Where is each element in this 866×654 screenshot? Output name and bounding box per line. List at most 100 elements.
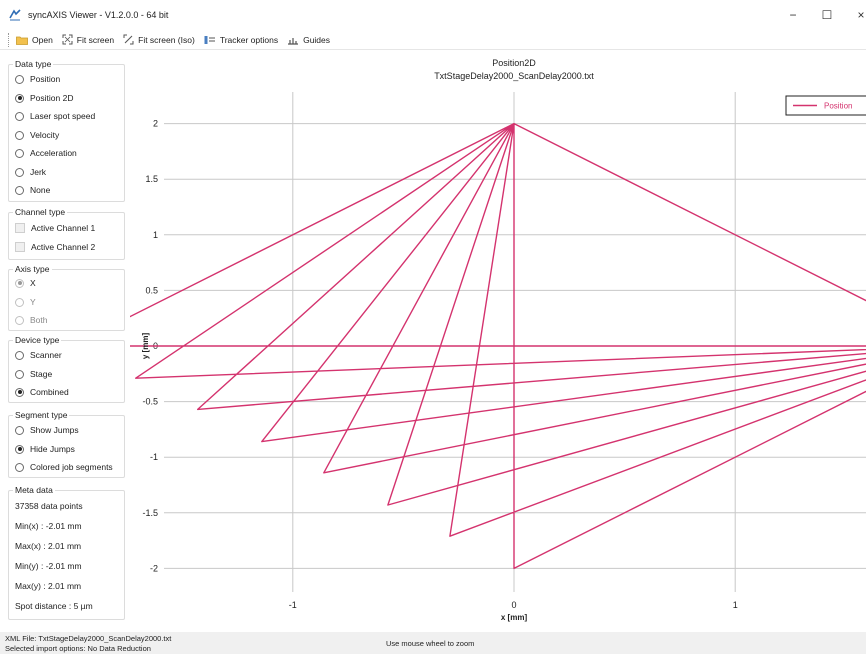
option-label: Hide Jumps — [30, 444, 75, 454]
open-label: Open — [32, 34, 53, 45]
y-tick-label: 1.5 — [145, 174, 158, 184]
series-line-position — [70, 122, 866, 570]
tracker-options-button[interactable]: Tracker options — [204, 35, 278, 45]
folder-icon — [16, 36, 28, 45]
plot-area[interactable]: Position2D TxtStageDelay2000_ScanDelay20… — [68, 52, 866, 632]
radio-icon — [15, 74, 24, 84]
option-label: Laser spot speed — [30, 111, 96, 121]
option-label: Position — [30, 74, 61, 84]
fit-screen-icon — [62, 34, 73, 45]
position-2d-chart[interactable]: Position2D TxtStageDelay2000_ScanDelay20… — [68, 52, 866, 632]
axis-type-option-x[interactable]: X — [15, 276, 36, 290]
open-button[interactable]: Open — [16, 35, 53, 45]
device-type-group: Device type Scanner Stage Combined — [8, 335, 125, 403]
data-type-option-none[interactable]: None — [15, 183, 50, 197]
option-label: Both — [30, 315, 48, 325]
window-title: syncAXIS Viewer - V1.2.0.0 - 64 bit — [28, 10, 169, 20]
active-channel-1-checkbox[interactable]: Active Channel 1 — [15, 221, 95, 235]
segment-type-option-colored-job-segments[interactable]: Colored job segments — [15, 460, 113, 474]
chart-legend: Position — [785, 95, 866, 116]
legend-box — [785, 95, 866, 116]
radio-checked-icon — [15, 444, 24, 454]
fit-screen-iso-icon — [123, 34, 134, 45]
fit-screen-iso-label: Fit screen (Iso) — [138, 34, 195, 45]
option-label: None — [30, 185, 51, 195]
y-axis-label: y [mm] — [141, 333, 150, 360]
meta-min-x: Min(x) : -2.01 mm — [15, 521, 82, 531]
option-label: Position 2D — [30, 93, 74, 103]
status-bar: XML File: TxtStageDelay2000_ScanDelay200… — [0, 632, 866, 654]
axis-type-option-y[interactable]: Y — [15, 295, 36, 309]
y-tick-label: 0.5 — [145, 285, 158, 295]
radio-icon — [15, 130, 24, 140]
data-type-group: Data type Position Position 2D Laser spo… — [8, 59, 125, 202]
y-tick-label: 1 — [153, 230, 158, 240]
app-logo-icon — [9, 9, 21, 21]
y-tick-label: -1 — [150, 452, 158, 462]
radio-icon — [15, 315, 24, 325]
fit-screen-iso-button[interactable]: Fit screen (Iso) — [123, 34, 195, 45]
guides-button[interactable]: Guides — [287, 35, 330, 45]
close-button[interactable]: × — [857, 8, 865, 22]
y-tick-label: 2 — [153, 119, 158, 129]
radio-checked-icon — [15, 93, 24, 103]
meta-spot-distance: Spot distance : 5 µm — [15, 601, 93, 611]
checkbox-icon — [15, 223, 25, 233]
option-label: Active Channel 1 — [31, 223, 96, 233]
option-label: Scanner — [30, 350, 62, 360]
x-axis-label: x [mm] — [501, 613, 528, 622]
radio-checked-icon — [15, 387, 24, 397]
channel-type-title: Channel type — [13, 207, 68, 217]
data-type-option-position[interactable]: Position — [15, 72, 60, 86]
segment-type-group: Segment type Show Jumps Hide Jumps Color… — [8, 410, 125, 478]
device-type-option-combined[interactable]: Combined — [15, 385, 69, 399]
toolbar-grip[interactable] — [8, 32, 12, 47]
data-type-option-velocity[interactable]: Velocity — [15, 128, 59, 142]
guides-label: Guides — [303, 34, 331, 45]
x-tick-label: -1 — [289, 600, 297, 610]
data-type-option-laser-spot-speed[interactable]: Laser spot speed — [15, 109, 95, 123]
chart-subtitle: TxtStageDelay2000_ScanDelay2000.txt — [434, 71, 594, 81]
device-type-option-scanner[interactable]: Scanner — [15, 348, 62, 362]
tracker-icon — [204, 35, 215, 44]
data-type-option-position-2d[interactable]: Position 2D — [15, 91, 73, 105]
option-label: Active Channel 2 — [31, 242, 96, 252]
y-tick-label: -1.5 — [142, 508, 158, 518]
legend-label: Position — [824, 102, 852, 111]
maximize-button[interactable]: ☐ — [821, 8, 833, 22]
radio-icon — [15, 167, 24, 177]
option-label: Show Jumps — [30, 425, 79, 435]
meta-data-points: 37358 data points — [15, 501, 83, 511]
option-label: Combined — [30, 387, 69, 397]
minimize-button[interactable]: − — [789, 8, 797, 22]
option-label: Velocity — [30, 130, 60, 140]
device-type-option-stage[interactable]: Stage — [15, 367, 52, 381]
segment-type-option-hide-jumps[interactable]: Hide Jumps — [15, 442, 75, 456]
option-label: Jerk — [30, 167, 47, 177]
segment-type-option-show-jumps[interactable]: Show Jumps — [15, 423, 79, 437]
import-options-status: Selected import options: No Data Reducti… — [5, 644, 151, 653]
meta-data-group: Meta data 37358 data points Min(x) : -2.… — [8, 485, 125, 620]
radio-icon — [15, 350, 24, 360]
x-tick-label: 1 — [733, 600, 738, 610]
radio-icon — [15, 185, 24, 195]
axis-type-option-both[interactable]: Both — [15, 313, 48, 327]
option-label: Acceleration — [30, 148, 77, 158]
device-type-title: Device type — [13, 335, 62, 345]
title-bar: syncAXIS Viewer - V1.2.0.0 - 64 bit − ☐ … — [0, 0, 866, 30]
y-tick-label: -0.5 — [142, 397, 158, 407]
chart-grid — [71, 92, 866, 592]
axis-type-group: Axis type X Y Both — [8, 264, 125, 331]
fit-screen-label: Fit screen — [76, 34, 115, 45]
fit-screen-button[interactable]: Fit screen — [62, 34, 114, 45]
meta-min-y: Min(y) : -2.01 mm — [15, 561, 82, 571]
option-label: Colored job segments — [30, 462, 113, 472]
radio-icon — [15, 148, 24, 158]
radio-icon — [15, 111, 24, 121]
data-type-option-acceleration[interactable]: Acceleration — [15, 146, 77, 160]
radio-checked-icon — [15, 278, 24, 288]
radio-icon — [15, 425, 24, 435]
data-type-option-jerk[interactable]: Jerk — [15, 165, 46, 179]
meta-max-x: Max(x) : 2.01 mm — [15, 541, 82, 551]
active-channel-2-checkbox[interactable]: Active Channel 2 — [15, 240, 95, 254]
